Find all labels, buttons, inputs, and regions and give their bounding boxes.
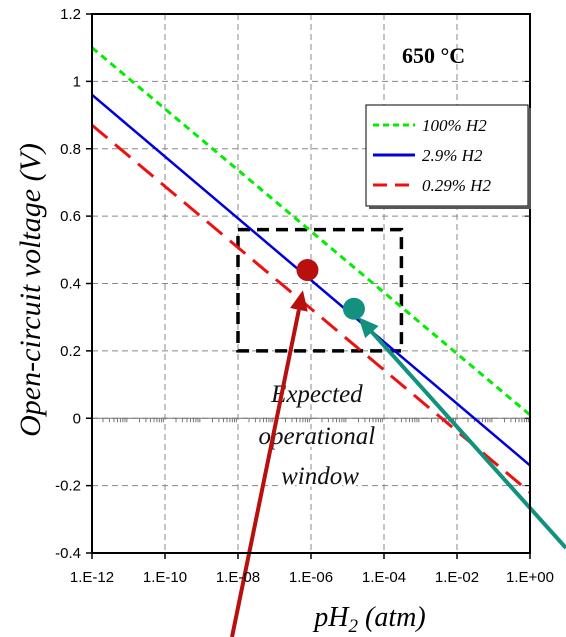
legend-shadow-side: [528, 108, 531, 209]
x-tick-label: 1.E-10: [143, 569, 187, 586]
y-tick-label: -0.2: [55, 478, 81, 495]
x-axis-label-main: pH: [312, 602, 350, 633]
highlight-point-2: [342, 297, 365, 320]
arrow-shaft-2: [370, 330, 566, 550]
temperature-label: 650 °C: [402, 43, 465, 68]
axes: [86, 13, 531, 559]
operational-window-box: [236, 227, 404, 353]
tick-labels: -0.4 -0.2 0 0.2 0.4 0.6 0.8 1 1.2 1.E-12 1.E-10 1.E…: [55, 6, 554, 586]
points-layer: [296, 259, 365, 320]
arrow-head-1: [290, 290, 308, 312]
arrow-head-2: [358, 317, 379, 339]
x-tick-label: 1.E-04: [362, 569, 406, 586]
y-tick-label: 0.8: [60, 141, 81, 158]
y-tick-label: 1: [73, 73, 81, 90]
y-tick-label: 0.2: [60, 343, 81, 360]
x-tick-label: 1.E-02: [435, 569, 479, 586]
x-axis-label-sub: 2: [349, 616, 359, 637]
y-tick-label: 1.2: [60, 6, 81, 23]
x-tick-label: 1.E-08: [216, 569, 260, 586]
window-box-layer: [236, 227, 404, 353]
legend-label: 0.29% H2: [422, 176, 491, 195]
y-tick-label: 0: [73, 410, 81, 427]
legend-label: 100% H2: [422, 116, 487, 135]
gridlines: [92, 14, 530, 553]
highlight-point-1: [296, 259, 319, 282]
arrow-layer: [230, 290, 566, 637]
y-tick-label: 0.4: [60, 276, 81, 293]
y-tick-label: 0.6: [60, 208, 81, 225]
legend: 100% H2 2.9% H2 0.29% H2: [365, 104, 531, 209]
series-line-0-29-h2: [91, 124, 531, 494]
x-tick-label: 1.E+00: [506, 569, 554, 586]
arrow-shaft-1: [230, 309, 301, 637]
x-axis-label: pH2 (atm): [312, 602, 425, 637]
y-axis-label: Open-circuit voltage (V): [14, 143, 47, 437]
window-label-line-3: window: [281, 463, 359, 490]
x-tick-label: 1.E-06: [289, 569, 333, 586]
legend-label: 2.9% H2: [422, 146, 483, 165]
x-tick-label: 1.E-12: [70, 569, 114, 586]
y-tick-label: -0.4: [55, 545, 81, 562]
legend-shadow: [369, 206, 531, 209]
x-axis-label-suffix: (atm): [358, 602, 426, 633]
